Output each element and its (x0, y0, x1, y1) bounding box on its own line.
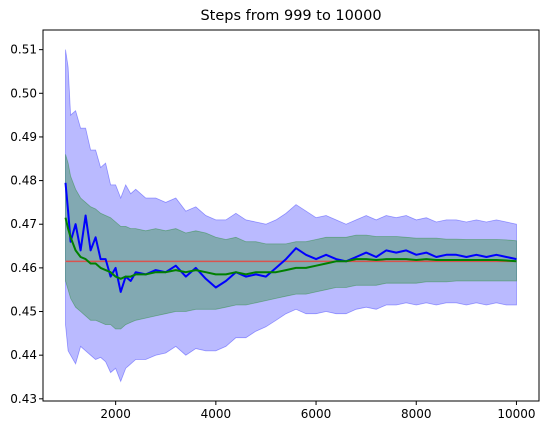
axis-ticks: 2000 4000 6000 8000 10000 0.43 0.44 0.45 0.46 0.4… (10, 43, 535, 421)
x-tick-label: 2000 (100, 407, 131, 421)
series-1-line (64, 182, 517, 293)
x-tick-label: 8000 (401, 407, 432, 421)
y-tick-label: 0.51 (10, 43, 37, 57)
axes-frame (42, 29, 540, 402)
y-tick-label: 0.50 (10, 86, 37, 100)
chart-title: Steps from 999 to 10000 (200, 8, 381, 24)
y-tick-label: 0.47 (10, 217, 37, 231)
y-tick-label: 0.45 (10, 305, 37, 319)
series-2-confidence-band (65, 154, 517, 330)
y-tick-label: 0.44 (10, 348, 37, 362)
y-tick-label: 0.49 (10, 130, 37, 144)
x-tick-label: 4000 (201, 407, 232, 421)
x-tick-label: 10000 (497, 407, 535, 421)
y-tick-label: 0.48 (10, 174, 37, 188)
plot-area (64, 49, 517, 383)
x-tick-label: 6000 (301, 407, 332, 421)
series-2-line (64, 217, 517, 280)
y-tick-label: 0.43 (10, 392, 37, 406)
series-1-confidence-band (65, 49, 517, 383)
y-tick-label: 0.46 (10, 261, 37, 275)
